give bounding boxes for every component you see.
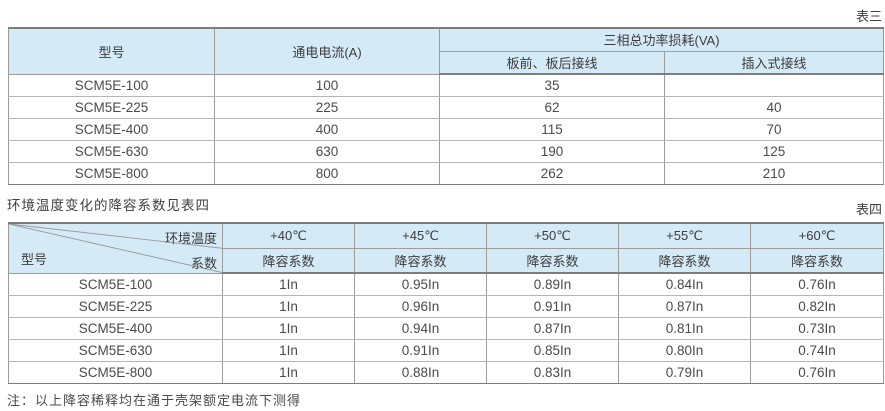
table-cell bbox=[663, 73, 885, 97]
table-cell: 0.87In bbox=[618, 294, 751, 318]
table-cell: 0.73In bbox=[750, 316, 884, 340]
table-cell: SCM5E-630 bbox=[8, 139, 215, 163]
table-cell: 1In bbox=[222, 272, 355, 296]
table-cell: 0.79In bbox=[618, 360, 751, 384]
table-cell: 125 bbox=[663, 139, 885, 163]
diagonal-label-coefficient: 系数 bbox=[190, 256, 217, 271]
diagonal-label-ambient-temperature: 环境温度 bbox=[164, 231, 217, 246]
sub-header-derating-coefficient: 降容系数 bbox=[222, 247, 355, 274]
diagonal-header-cell: 环境温度 系数 型号 bbox=[8, 222, 223, 274]
table-cell: 0.81In bbox=[618, 316, 751, 340]
col-header-temp-40: +40℃ bbox=[222, 222, 355, 249]
col-header-temp-45: +45℃ bbox=[354, 222, 487, 249]
table-cell: 40 bbox=[663, 95, 885, 119]
table-cell: SCM5E-100 bbox=[8, 73, 215, 97]
table-cell: SCM5E-100 bbox=[8, 272, 223, 296]
diagonal-divider-lines bbox=[9, 224, 222, 273]
table-cell: SCM5E-400 bbox=[8, 316, 223, 340]
derating-table-header: 环境温度 系数 型号 +40℃ +45℃ +50℃ +55℃ +60℃ 降容系数… bbox=[8, 222, 884, 274]
table-row: SCM5E-100 1In 0.95In 0.89In 0.84In 0.76In bbox=[8, 272, 884, 296]
table-cell: SCM5E-800 bbox=[8, 161, 215, 185]
sub-header-derating-coefficient: 降容系数 bbox=[618, 247, 751, 274]
table4-tag-label: 表四 bbox=[855, 202, 882, 217]
table-cell: 225 bbox=[214, 95, 440, 119]
table-cell: 62 bbox=[439, 95, 665, 119]
table-row: SCM5E-100 100 35 bbox=[8, 73, 885, 97]
table-cell: 0.84In bbox=[618, 272, 751, 296]
table-cell: 0.76In bbox=[750, 360, 884, 384]
table-row: SCM5E-400 400 115 70 bbox=[8, 117, 885, 141]
derating-table-body: SCM5E-100 1In 0.95In 0.89In 0.84In 0.76In SCM5… bbox=[8, 272, 884, 384]
table-cell: 115 bbox=[439, 117, 665, 141]
table-cell: 630 bbox=[214, 139, 440, 163]
table-cell: 1In bbox=[222, 294, 355, 318]
table-row: SCM5E-630 630 190 125 bbox=[8, 139, 885, 163]
table-cell: 100 bbox=[214, 73, 440, 97]
table-cell: SCM5E-225 bbox=[8, 95, 215, 119]
table-row: SCM5E-800 800 262 210 bbox=[8, 161, 885, 185]
table-cell: 0.83In bbox=[486, 360, 619, 384]
table-cell: 262 bbox=[439, 161, 665, 185]
col-header-plug-in-wiring: 插入式接线 bbox=[663, 50, 885, 75]
table-cell: 0.95In bbox=[354, 272, 487, 296]
table-cell: 190 bbox=[439, 139, 665, 163]
table-cell: 0.82In bbox=[750, 294, 884, 318]
power-loss-table-header: 型号 通电电流(A) 三相总功率损耗(VA) 板前、板后接线 插入式接线 bbox=[8, 27, 885, 75]
table-cell: 1In bbox=[222, 338, 355, 362]
table-cell: 0.74In bbox=[750, 338, 884, 362]
power-loss-table-body: SCM5E-100 100 35 SCM5E-225 225 62 40 SCM5E-400 4… bbox=[8, 73, 885, 185]
footnote: 注：以上降容稀释均在通于壳架额定电流下测得 bbox=[7, 393, 302, 408]
table4-intro-text: 环境温度变化的降容系数见表四 bbox=[7, 198, 210, 213]
table-cell: 0.96In bbox=[354, 294, 487, 318]
table-cell: 70 bbox=[663, 117, 885, 141]
table-cell: 0.91In bbox=[354, 338, 487, 362]
table-cell: 0.88In bbox=[354, 360, 487, 384]
col-header-model: 型号 bbox=[8, 27, 215, 75]
table-cell: 210 bbox=[663, 161, 885, 185]
table-cell: SCM5E-800 bbox=[8, 360, 223, 384]
table-row: SCM5E-630 1In 0.91In 0.85In 0.80In 0.74In bbox=[8, 338, 884, 362]
table-cell: 0.87In bbox=[486, 316, 619, 340]
col-header-temp-60: +60℃ bbox=[750, 222, 884, 249]
table-cell: 0.94In bbox=[354, 316, 487, 340]
sub-header-derating-coefficient: 降容系数 bbox=[354, 247, 487, 274]
table-cell: 0.76In bbox=[750, 272, 884, 296]
col-header-temp-55: +55℃ bbox=[618, 222, 751, 249]
col-header-front-rear-wiring: 板前、板后接线 bbox=[439, 50, 665, 75]
table-cell: 1In bbox=[222, 360, 355, 384]
table-cell: 800 bbox=[214, 161, 440, 185]
table-cell: 400 bbox=[214, 117, 440, 141]
table-row: SCM5E-400 1In 0.94In 0.87In 0.81In 0.73In bbox=[8, 316, 884, 340]
table-cell: SCM5E-400 bbox=[8, 117, 215, 141]
table-row: SCM5E-225 1In 0.96In 0.91In 0.87In 0.82In bbox=[8, 294, 884, 318]
table-cell: 0.89In bbox=[486, 272, 619, 296]
col-header-temp-50: +50℃ bbox=[486, 222, 619, 249]
table3-tag-label: 表三 bbox=[855, 9, 882, 24]
table-cell: SCM5E-225 bbox=[8, 294, 223, 318]
table-cell: 1In bbox=[222, 316, 355, 340]
derating-coefficient-table: 环境温度 系数 型号 +40℃ +45℃ +50℃ +55℃ +60℃ 降容系数… bbox=[8, 222, 884, 384]
sub-header-derating-coefficient: 降容系数 bbox=[750, 247, 884, 274]
table-cell: SCM5E-630 bbox=[8, 338, 223, 362]
table-cell: 35 bbox=[439, 73, 665, 97]
sub-header-derating-coefficient: 降容系数 bbox=[486, 247, 619, 274]
table-cell: 0.80In bbox=[618, 338, 751, 362]
diagonal-label-model: 型号 bbox=[21, 251, 48, 267]
table-cell: 0.85In bbox=[486, 338, 619, 362]
table-cell: 0.91In bbox=[486, 294, 619, 318]
col-header-power-loss: 三相总功率损耗(VA) bbox=[438, 27, 885, 52]
power-loss-table: 型号 通电电流(A) 三相总功率损耗(VA) 板前、板后接线 插入式接线 SCM… bbox=[8, 27, 885, 185]
table-row: SCM5E-800 1In 0.88In 0.83In 0.79In 0.76In bbox=[8, 360, 884, 384]
table-row: SCM5E-225 225 62 40 bbox=[8, 95, 885, 119]
col-header-current: 通电电流(A) bbox=[214, 27, 440, 75]
